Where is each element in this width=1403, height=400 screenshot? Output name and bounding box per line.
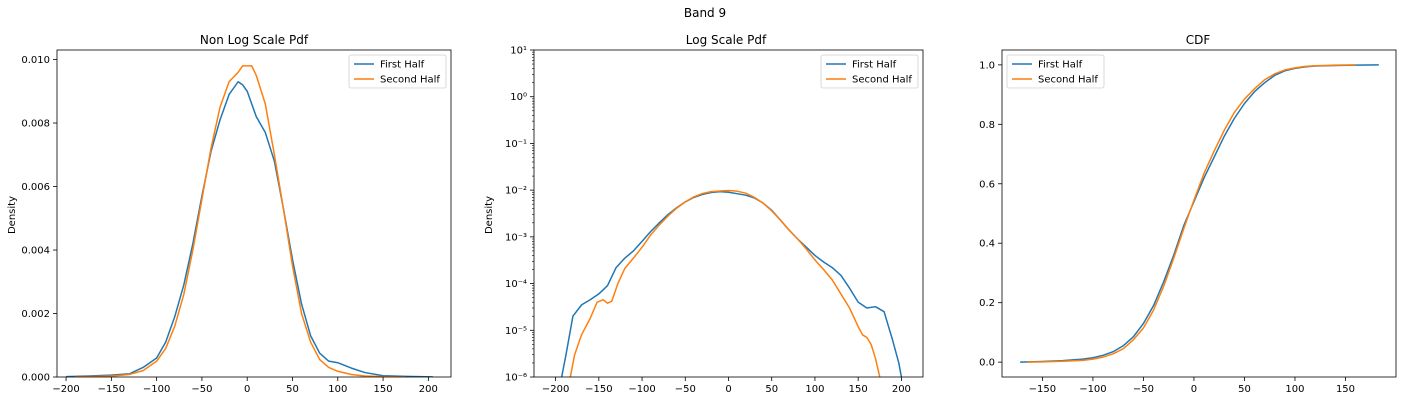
x-tick-label: −100	[1079, 384, 1106, 395]
series-line-second-half	[1027, 64, 1356, 363]
x-tick-label: 50	[1238, 384, 1251, 395]
y-tick-label: 10⁻²	[505, 186, 527, 197]
legend-label: First Half	[852, 60, 897, 71]
legend: First Half Second Half	[820, 54, 919, 89]
x-tick-label: 150	[849, 384, 868, 395]
x-tick-label: −50	[191, 384, 212, 395]
legend-label: Second Half	[380, 75, 440, 86]
y-tick-label: 0.6	[979, 179, 995, 190]
y-tick-label: 0.000	[21, 373, 50, 384]
x-tick-label: −200	[542, 384, 569, 395]
legend: First Half Second Half	[348, 54, 447, 89]
x-tick-label: 50	[765, 384, 778, 395]
x-tick-label: 100	[805, 384, 824, 395]
y-tick-label: 0.2	[979, 298, 995, 309]
x-tick-label: 150	[374, 384, 393, 395]
legend-label: First Half	[1038, 60, 1083, 71]
x-tick-label: 150	[1336, 384, 1355, 395]
y-tick-label: 10⁰	[510, 92, 527, 103]
y-tick-label: 0.006	[21, 182, 50, 193]
x-tick-label: −50	[675, 384, 696, 395]
y-tick-label: 0.002	[21, 309, 50, 320]
x-tick-label: −200	[52, 384, 79, 395]
legend-label: Second Half	[852, 75, 912, 86]
x-tick-label: 0	[1191, 384, 1197, 395]
x-tick-label: −100	[628, 384, 655, 395]
panel-title: Non Log Scale Pdf	[200, 33, 309, 47]
figure-suptitle: Band 9	[684, 6, 726, 20]
cdf-panel: CDF −150 −100 −50 0 50 100 150 0.0 0.2 0.4 0.6 0.8 1…	[979, 33, 1397, 395]
x-tick-label: 50	[286, 384, 299, 395]
x-tick-label: 0	[244, 384, 250, 395]
y-tick-label: 1.0	[979, 60, 995, 71]
legend-label: First Half	[380, 60, 425, 71]
y-tick-label: 10⁻³	[505, 232, 527, 243]
legend-label: Second Half	[1038, 75, 1098, 86]
y-axis-label: Density	[484, 196, 495, 234]
pdf-log-panel: Log Scale Pdf Density −200 −150 −100 −50 0 50…	[484, 33, 924, 395]
panel-title: Log Scale Pdf	[686, 33, 767, 47]
series-line-first-half	[66, 81, 433, 377]
series-line-first-half	[560, 190, 903, 377]
axes-frame	[533, 49, 924, 378]
x-tick-label: −150	[98, 384, 125, 395]
axes-frame	[56, 49, 452, 378]
y-tick-label: 0.004	[21, 246, 50, 257]
x-tick-label: 100	[1285, 384, 1304, 395]
y-tick-label: 0.0	[979, 358, 995, 369]
x-tick-label: −100	[143, 384, 170, 395]
y-tick-label: 0.4	[979, 239, 995, 250]
x-tick-label: 0	[725, 384, 731, 395]
legend: First Half Second Half	[1006, 54, 1105, 89]
y-tick-label: 0.010	[21, 55, 50, 66]
y-tick-label: 10¹	[510, 46, 527, 57]
y-tick-label: 10⁻⁴	[505, 279, 527, 290]
y-tick-label: 0.008	[21, 119, 50, 130]
y-tick-label: 10⁻⁶	[505, 373, 527, 384]
y-tick-label: 10⁻¹	[505, 139, 527, 150]
x-tick-label: −150	[1029, 384, 1056, 395]
y-tick-label: 10⁻⁵	[505, 326, 527, 337]
y-axis-label: Density	[7, 196, 18, 234]
panel-title: CDF	[1186, 33, 1211, 47]
axes-frame	[1001, 49, 1397, 378]
x-tick-label: 200	[419, 384, 438, 395]
x-tick-label: −50	[1133, 384, 1154, 395]
x-tick-label: 100	[328, 384, 347, 395]
pdf-linear-panel: Non Log Scale Pdf Density −200 −150 −100 −5…	[7, 33, 452, 395]
series-line-second-half	[569, 189, 881, 377]
series-line-second-half	[75, 65, 406, 377]
x-tick-label: 200	[892, 384, 911, 395]
series-line-first-half	[1020, 64, 1379, 363]
x-tick-label: −150	[585, 384, 612, 395]
y-tick-label: 0.8	[979, 120, 995, 131]
